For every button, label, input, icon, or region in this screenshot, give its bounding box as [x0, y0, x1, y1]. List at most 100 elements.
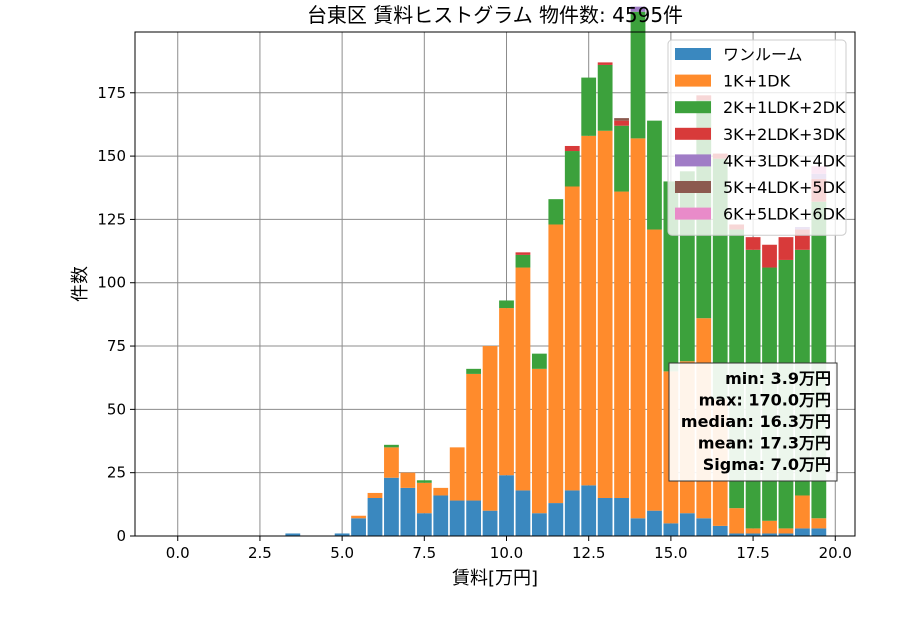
- histogram-bar: [515, 254, 531, 268]
- stats-line: min: 3.9万円: [725, 369, 831, 388]
- histogram-bar: [466, 500, 482, 536]
- histogram-bar: [531, 513, 547, 536]
- histogram-bar: [811, 528, 827, 536]
- legend-label: 5K+4LDK+5DK: [723, 178, 846, 197]
- histogram-bar: [367, 498, 383, 536]
- histogram-bar: [433, 487, 449, 496]
- legend-swatch: [675, 207, 711, 220]
- histogram-bar: [581, 77, 597, 136]
- histogram-bar: [515, 267, 531, 491]
- histogram-bar: [762, 244, 777, 268]
- legend-label: 2K+1LDK+2DK: [723, 98, 846, 117]
- stats-line: max: 170.0万円: [699, 391, 831, 410]
- stats-box-frame: [668, 362, 838, 482]
- histogram-bar: [581, 135, 597, 486]
- histogram-bar: [548, 199, 564, 225]
- x-tick-label: 17.5: [736, 544, 769, 562]
- histogram-bar: [499, 300, 514, 309]
- histogram-bar: [548, 503, 564, 536]
- histogram-bar: [647, 510, 662, 536]
- histogram-bar: [531, 353, 547, 369]
- histogram-bar: [367, 492, 383, 499]
- y-tick-label: 75: [107, 337, 126, 355]
- y-tick-label: 0: [116, 527, 126, 545]
- histogram-bar: [384, 477, 399, 536]
- histogram-bar: [778, 237, 794, 260]
- histogram-bar: [630, 518, 646, 536]
- y-tick-label: 150: [97, 147, 126, 165]
- histogram-bar: [597, 498, 613, 536]
- y-tick-label: 100: [97, 274, 126, 292]
- histogram-bar: [482, 346, 498, 511]
- histogram-bar: [696, 518, 712, 536]
- x-tick-label: 5.0: [330, 544, 354, 562]
- x-tick-label: 12.5: [572, 544, 605, 562]
- histogram-bar: [729, 508, 745, 534]
- legend: ワンルーム 1K+1DK 2K+1LDK+2DK 3K+2LDK+3DK 4K+3LDK…: [667, 39, 847, 236]
- histogram-bar: [285, 533, 301, 536]
- histogram-bar: [515, 490, 531, 536]
- x-tick-label: 15.0: [654, 544, 687, 562]
- histogram-bar: [334, 533, 350, 536]
- stats-box: min: 3.9万円 max: 170.0万円 median: 16.3万円 mean…: [668, 362, 838, 482]
- y-tick-label: 175: [97, 84, 126, 102]
- histogram-bar: [564, 145, 580, 152]
- histogram-bar: [762, 533, 777, 536]
- histogram-bar: [795, 495, 810, 529]
- histogram-bar: [778, 533, 794, 536]
- histogram-bar: [647, 120, 662, 230]
- legend-swatch: [675, 74, 711, 87]
- histogram-bar: [416, 513, 432, 536]
- legend-swatch: [675, 101, 711, 114]
- histogram-bar: [745, 237, 761, 250]
- histogram-bar: [400, 472, 416, 488]
- histogram-bar: [433, 495, 449, 536]
- legend-swatch: [675, 127, 711, 140]
- legend-label: 4K+3LDK+4DK: [723, 151, 846, 170]
- histogram-bar: [466, 368, 482, 374]
- histogram-bar: [614, 125, 629, 192]
- histogram-bar: [548, 224, 564, 504]
- histogram-bar: [795, 528, 810, 536]
- histogram-bar: [614, 498, 629, 536]
- histogram-bar: [614, 191, 629, 499]
- stats-line: mean: 17.3万円: [698, 434, 831, 453]
- legend-swatch: [675, 48, 711, 60]
- histogram-bar: [351, 518, 366, 536]
- y-tick-label: 25: [107, 464, 126, 482]
- histogram-bar: [729, 533, 745, 536]
- histogram-bar: [630, 138, 646, 519]
- histogram-bar: [564, 186, 580, 491]
- y-tick-label: 125: [97, 210, 126, 228]
- x-axis-label: 賃料[万円]: [452, 568, 538, 589]
- histogram-bar: [614, 120, 629, 126]
- legend-label: 1K+1DK: [723, 72, 791, 91]
- histogram-bar: [384, 447, 399, 478]
- histogram-bar: [745, 528, 761, 534]
- histogram-bar: [597, 130, 613, 499]
- histogram-bar: [712, 525, 728, 536]
- stats-line: median: 16.3万円: [681, 412, 831, 431]
- x-tick-label: 7.5: [412, 544, 436, 562]
- histogram-bar: [416, 480, 432, 483]
- histogram-bar: [351, 515, 366, 519]
- histogram-bar: [762, 520, 777, 534]
- ticks: 0.0 2.5 5.0 7.5 10.0 12.5 15.0 17.5 20.0 0 25 50 75 1…: [97, 84, 852, 562]
- legend-swatch: [675, 154, 711, 167]
- histogram-bar: [515, 252, 531, 255]
- histogram-bar: [679, 513, 695, 536]
- histogram-bar: [614, 118, 629, 121]
- histogram-bar: [663, 523, 679, 536]
- histogram-bar: [449, 447, 465, 501]
- histogram-bar: [384, 444, 399, 448]
- histogram-bar: [499, 475, 514, 536]
- histogram-bar: [745, 533, 761, 536]
- stats-line: Sigma: 7.0万円: [703, 455, 831, 474]
- histogram-bar: [531, 368, 547, 514]
- histogram-bar: [564, 490, 580, 536]
- histogram-bar: [778, 528, 794, 534]
- legend-swatch: [675, 181, 711, 193]
- x-tick-label: 10.0: [490, 544, 523, 562]
- histogram-bar: [630, 6, 646, 12]
